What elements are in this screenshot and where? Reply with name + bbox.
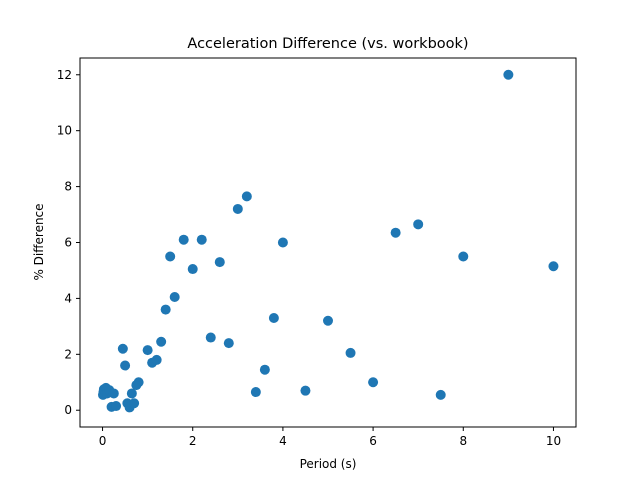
data-point-41: [390, 227, 401, 238]
data-point-18: [142, 345, 153, 356]
data-point-34: [259, 364, 270, 375]
data-point-42: [413, 219, 424, 230]
data-point-24: [169, 292, 180, 303]
data-point-17: [133, 377, 144, 388]
data-point-28: [205, 332, 216, 343]
chart-title: Acceleration Difference (vs. workbook): [187, 36, 468, 52]
x-axis-ticks: 0 2 4 6 8 10: [99, 427, 561, 448]
x-axis-label: Period (s): [300, 457, 357, 471]
y-tick-label: 2: [64, 347, 72, 361]
y-tick-label: 4: [64, 291, 72, 305]
data-point-21: [156, 336, 167, 347]
data-point-15: [129, 398, 140, 409]
data-point-40: [368, 377, 379, 388]
data-point-31: [232, 203, 243, 214]
data-point-38: [323, 315, 333, 326]
x-tick-label: 8: [459, 434, 467, 448]
data-point-33: [250, 387, 261, 398]
y-tick-label: 12: [57, 68, 72, 82]
data-point-23: [165, 251, 176, 262]
data-point-32: [241, 191, 252, 202]
data-point-26: [187, 264, 198, 275]
points-layer: [97, 69, 559, 413]
data-point-45: [503, 69, 514, 80]
data-point-11: [120, 360, 131, 371]
y-tick-label: 0: [64, 403, 72, 417]
data-point-8: [108, 388, 119, 399]
x-tick-label: 2: [189, 434, 197, 448]
data-point-37: [300, 385, 311, 396]
data-point-36: [277, 237, 288, 248]
y-axis-label: % Difference: [32, 203, 46, 280]
y-tick-label: 10: [57, 124, 72, 138]
data-point-44: [458, 251, 469, 262]
data-point-14: [126, 388, 137, 399]
data-point-46: [548, 261, 559, 272]
data-point-9: [111, 401, 122, 412]
data-point-43: [435, 389, 446, 400]
data-point-35: [268, 312, 279, 323]
y-tick-label: 6: [64, 236, 72, 250]
x-tick-label: 4: [279, 434, 287, 448]
x-tick-label: 10: [546, 434, 561, 448]
data-point-29: [214, 257, 225, 268]
data-point-30: [223, 338, 234, 349]
data-point-25: [178, 234, 189, 245]
data-point-22: [160, 304, 171, 315]
y-tick-label: 8: [64, 180, 72, 194]
data-point-20: [151, 354, 162, 365]
x-tick-label: 6: [369, 434, 377, 448]
y-axis-ticks: 0 2 4 6 8 10 12: [57, 68, 80, 417]
data-point-10: [117, 343, 128, 354]
data-point-39: [345, 347, 356, 358]
data-point-27: [196, 234, 207, 245]
x-tick-label: 0: [99, 434, 107, 448]
